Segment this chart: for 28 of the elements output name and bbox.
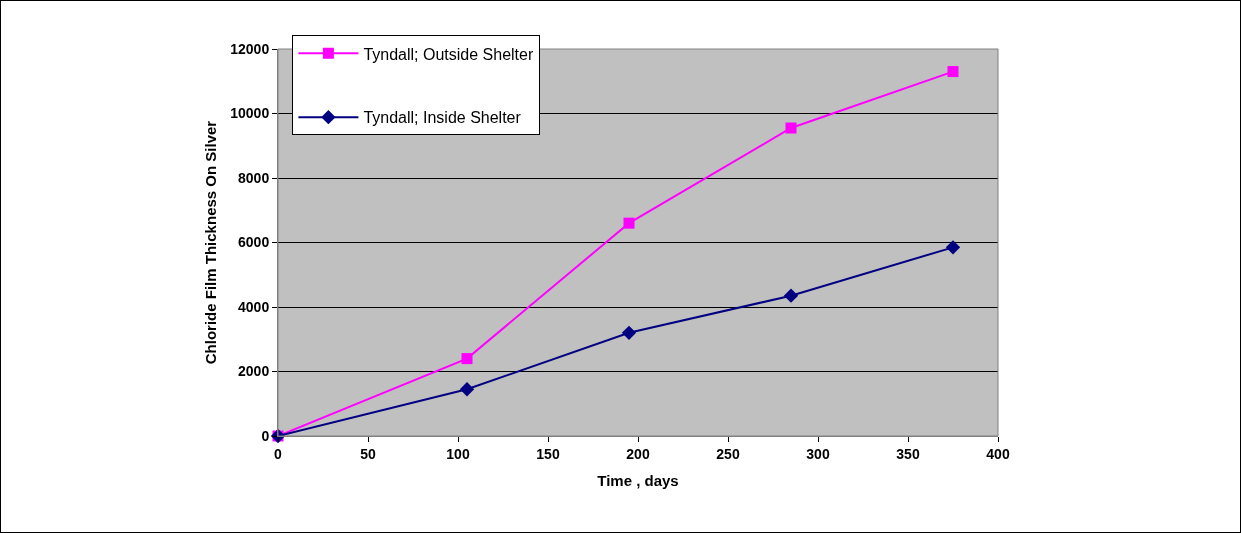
- x-tick-label: 100: [446, 445, 470, 462]
- legend-label: Tyndall; Inside Shelter: [363, 109, 522, 127]
- y-tick-label: 0: [261, 427, 270, 444]
- y-tick-label: 4000: [238, 298, 270, 315]
- x-tick-label: 50: [360, 445, 376, 462]
- x-tick-label: 300: [806, 445, 830, 462]
- x-tick-label: 150: [536, 445, 560, 462]
- point: [785, 122, 797, 134]
- point: [947, 66, 959, 78]
- x-tick-label: 0: [274, 445, 283, 462]
- point: [945, 240, 961, 255]
- legend-label: Tyndall; Outside Shelter: [363, 45, 534, 63]
- x-tick-label: 400: [986, 445, 1010, 462]
- x-axis-title: Time , days: [597, 471, 679, 489]
- x-tick-label: 350: [896, 445, 920, 462]
- point: [623, 217, 635, 229]
- y-tick-label: 2000: [238, 363, 270, 380]
- point: [459, 382, 475, 397]
- y-tick-label: 8000: [238, 169, 270, 186]
- point: [783, 288, 799, 303]
- y-tick-label: 6000: [238, 234, 270, 251]
- y-axis-title: Chloride Film Thickness On Silver: [201, 120, 219, 365]
- y-tick-label: 12000: [230, 40, 270, 57]
- x-tick-label: 200: [626, 445, 650, 462]
- point: [621, 325, 637, 340]
- point: [461, 353, 473, 365]
- x-tick-label: 250: [716, 445, 740, 462]
- y-tick-label: 10000: [230, 105, 270, 122]
